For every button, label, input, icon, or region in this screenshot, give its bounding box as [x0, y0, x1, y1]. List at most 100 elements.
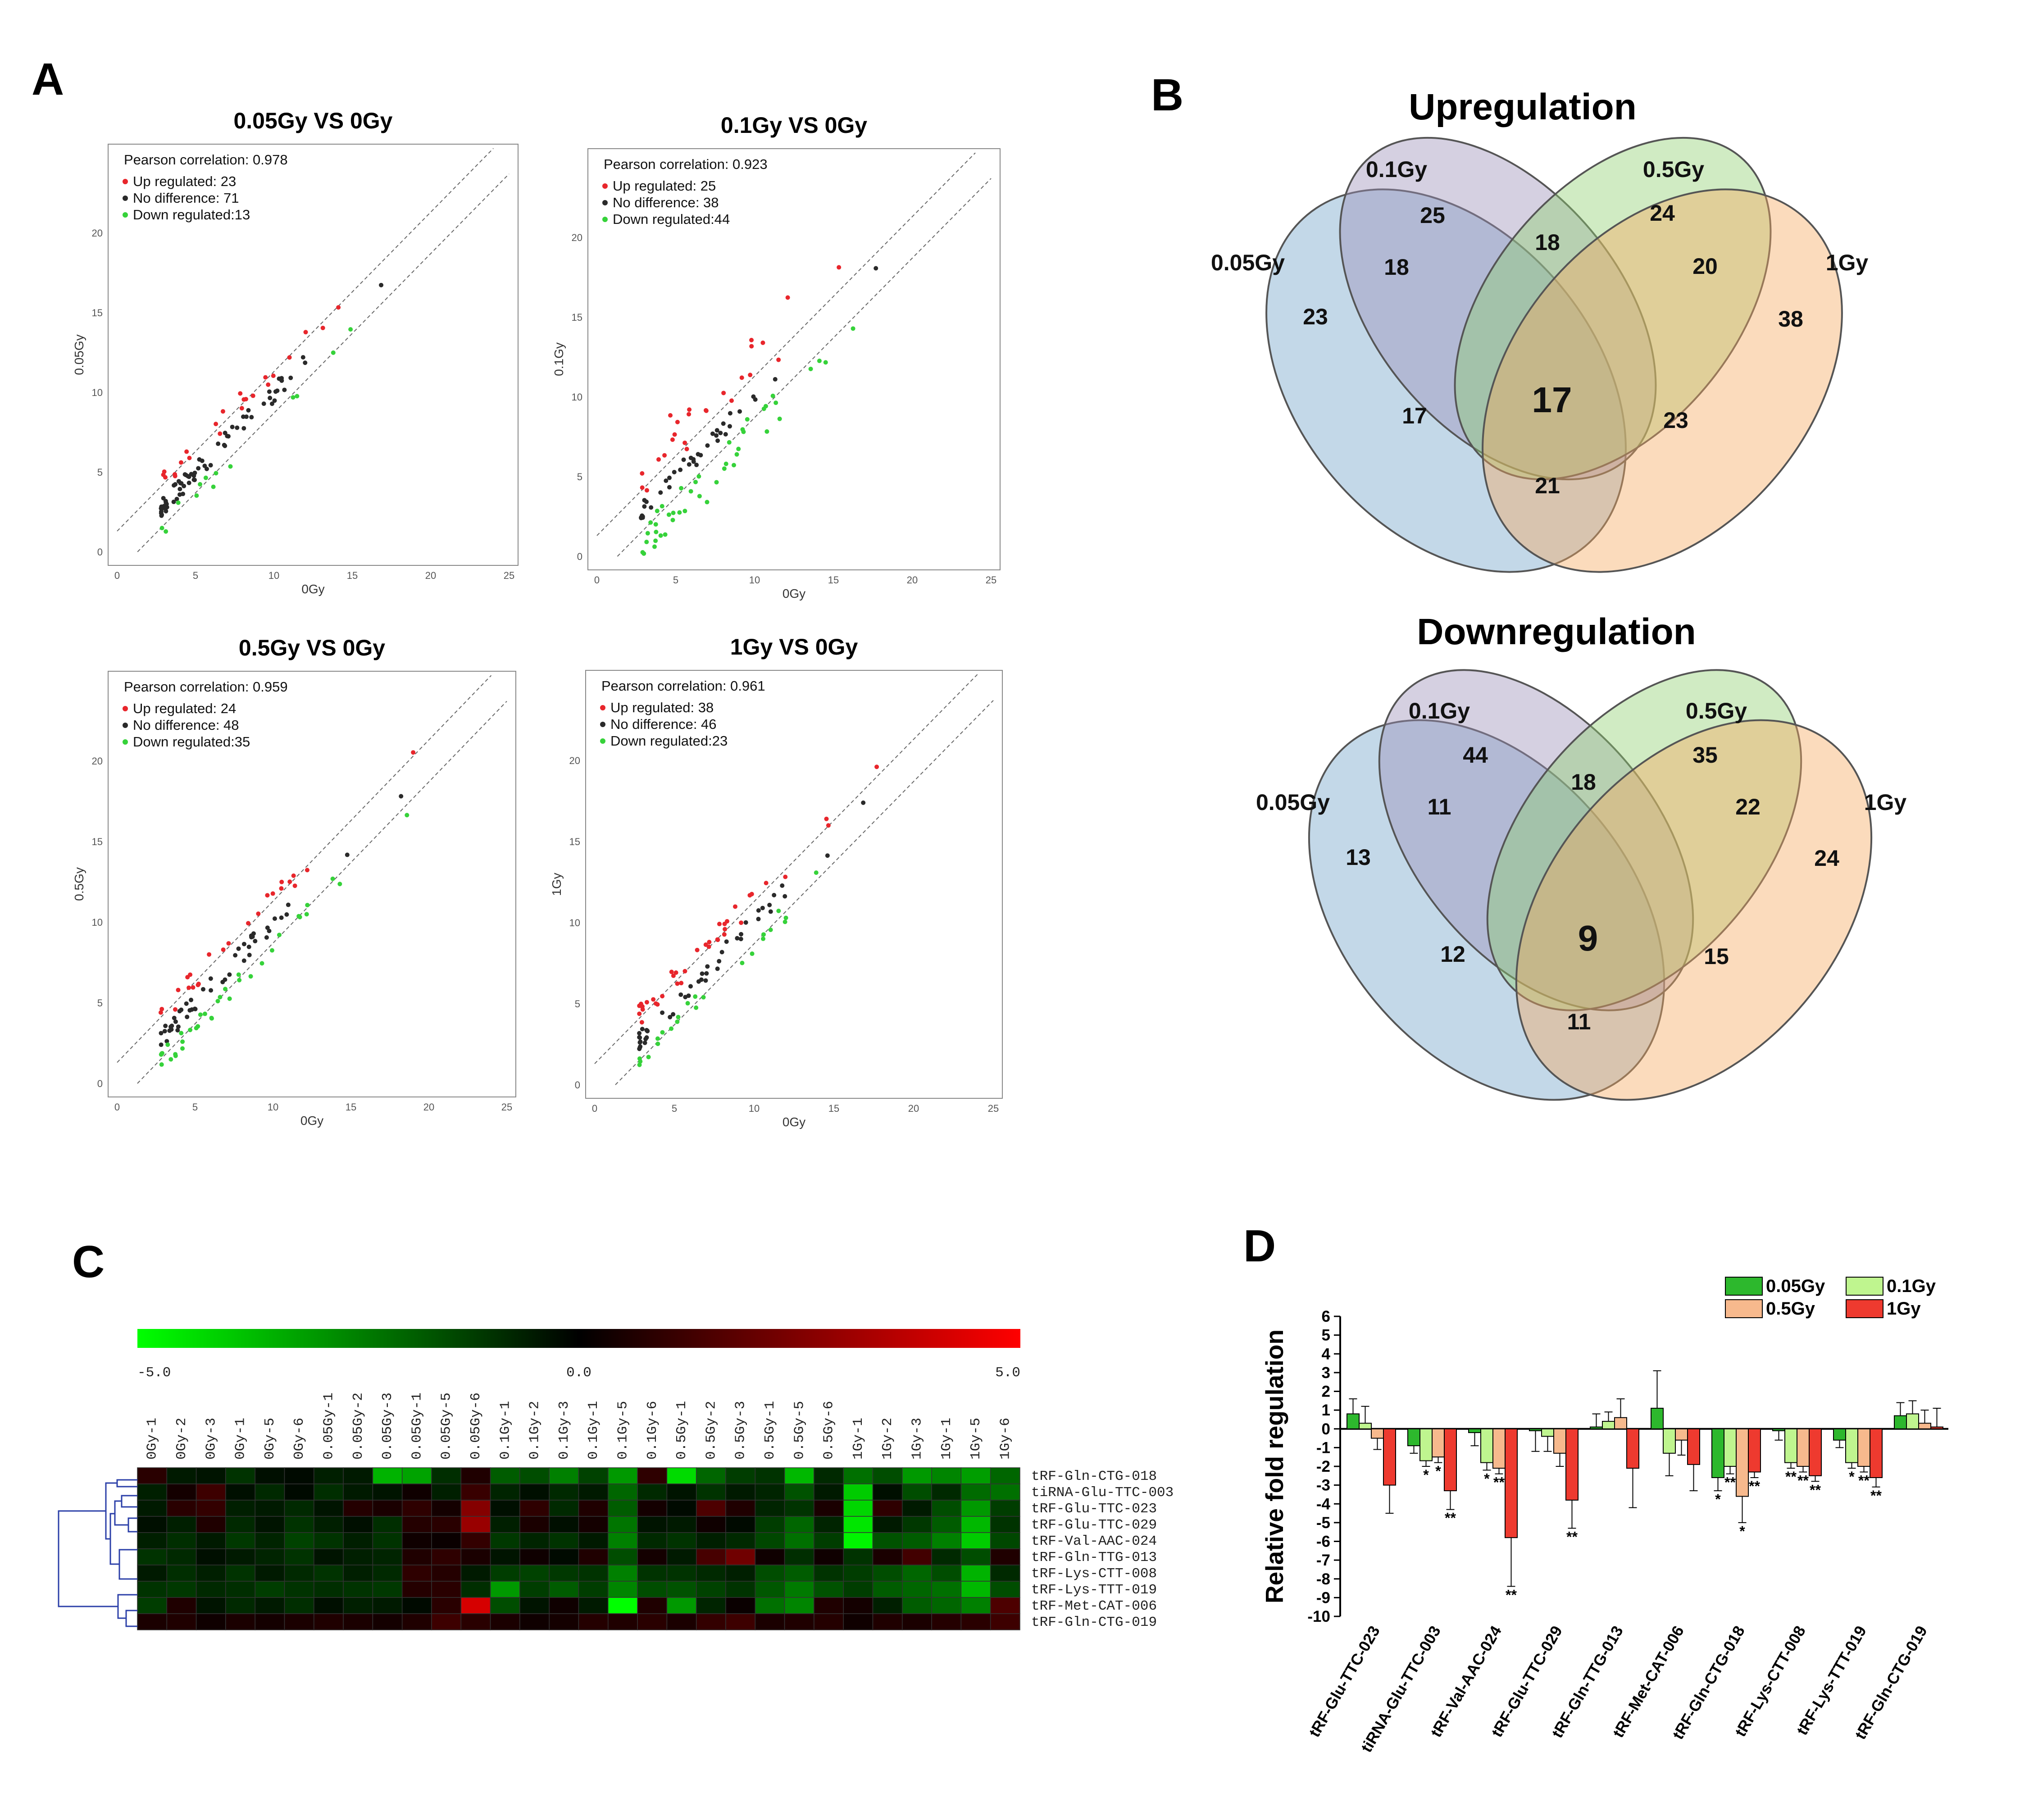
venn-count-all: 17	[1532, 380, 1572, 420]
heatmap-column-labels: 0Gy-1 0Gy-2 0Gy-3 0Gy-1 0Gy-5 0Gy-6 0.05Gy-1 0.…	[145, 1392, 1014, 1460]
heatmap-cell	[401, 1597, 432, 1614]
scatter-point-none	[209, 988, 214, 993]
heatmap-cell	[608, 1548, 638, 1565]
heatmap-column-label: 0.1Gy-1	[497, 1401, 513, 1460]
scatter-point-none	[227, 972, 232, 977]
heatmap-cell	[314, 1613, 344, 1630]
heatmap-cell	[460, 1597, 491, 1614]
scatter-point-none	[645, 1028, 650, 1033]
scatter-point-none	[159, 509, 164, 514]
heatmap-column-label: 0.5Gy-1	[674, 1401, 690, 1460]
scatter-point-up	[656, 457, 661, 462]
scatter-point-none	[246, 408, 251, 413]
y-tick-label: -5	[1316, 1514, 1330, 1532]
significance-mark: **	[1797, 1472, 1809, 1488]
heatmap-cell	[696, 1548, 726, 1565]
scatter-point-up	[707, 940, 712, 945]
heatmap-cell	[666, 1483, 697, 1501]
scatter-point-none	[705, 964, 710, 969]
heatmap-cell	[637, 1597, 668, 1614]
scatter-point-none	[171, 500, 176, 505]
venn-ellipse-1gy	[1515, 719, 1873, 1101]
venn-count-only-05gy: 35	[1692, 742, 1718, 768]
scatter-point-up	[336, 305, 341, 310]
significance-mark: **	[1506, 1587, 1517, 1603]
y-tick-label: 15	[572, 312, 582, 323]
scatter-point-none	[159, 504, 164, 509]
scatter-point-up	[824, 816, 829, 821]
scatter-point-up	[703, 942, 708, 947]
significance-mark: **	[1858, 1472, 1870, 1488]
heatmap-cell	[666, 1548, 697, 1565]
heatmap-cell	[372, 1483, 403, 1501]
heatmap-cell	[137, 1500, 168, 1517]
heatmap-cell	[284, 1597, 314, 1614]
colorbar-mid-label: 0.0	[566, 1365, 591, 1381]
heatmap-cell	[490, 1500, 520, 1517]
x-tick-label: 10	[268, 1101, 278, 1113]
scatter-point-none	[233, 953, 238, 958]
x-tick-label: 15	[346, 1101, 356, 1113]
heatmap-cell	[196, 1500, 226, 1517]
legend-swatch	[1725, 1277, 1763, 1296]
scatter-point-none	[200, 458, 205, 463]
heatmap: -5.0 0.0 5.0 0Gy-1 0Gy-2 0Gy-3 0Gy-1 0Gy-5 0G…	[58, 1329, 1174, 1630]
panel-label-c: C	[72, 1237, 105, 1287]
heatmap-cell	[343, 1500, 373, 1517]
scatter-point-none	[678, 467, 683, 472]
heatmap-cell	[314, 1548, 344, 1565]
scatter-point-none	[269, 401, 274, 406]
heatmap-cell	[284, 1500, 314, 1517]
scatter-point-up	[640, 485, 645, 490]
scatter-point-none	[399, 794, 404, 799]
heatmap-cell	[196, 1532, 226, 1549]
heatmap-cell	[814, 1516, 844, 1533]
heatmap-column-label: 0Gy-5	[262, 1418, 278, 1460]
x-tick-label: 0	[114, 1101, 120, 1113]
heatmap-cell	[814, 1597, 844, 1614]
plot-frame	[587, 148, 1001, 570]
y-tick-label: -6	[1316, 1533, 1330, 1551]
heatmap-column-label: 0.05Gy-6	[468, 1392, 484, 1460]
scatter-point-none	[230, 424, 235, 429]
y-tick-label: -8	[1316, 1570, 1330, 1588]
heatmap-cell	[490, 1581, 520, 1598]
panel-label-d: D	[1243, 1221, 1276, 1271]
heatmap-row-label: tRF-Met-CAT-006	[1031, 1598, 1157, 1614]
scatter-point-none	[345, 852, 350, 857]
heatmap-cell	[549, 1483, 579, 1501]
scatter-point-none	[738, 937, 743, 942]
scatter-point-none	[267, 928, 272, 933]
y-axis-label: 1Gy	[550, 873, 564, 896]
scatter-point-none	[671, 1012, 676, 1017]
heatmap-cell	[490, 1597, 520, 1614]
scatter-plot-1gy: 1Gy VS 0Gy 0 0 5 5 10 10 15 15 20 20 25 0Gy 1Gy Pearso…	[550, 634, 1003, 1129]
scatter-point-none	[772, 892, 777, 897]
heatmap-cell	[755, 1467, 785, 1484]
heatmap-cell	[519, 1532, 550, 1549]
heatmap-cell	[843, 1613, 873, 1630]
scatter-point-none	[189, 997, 194, 1002]
scatter-point-down	[693, 479, 698, 484]
scatter-point-down	[776, 908, 781, 913]
heatmap-cell	[666, 1581, 697, 1598]
scatter-point-up	[721, 391, 726, 396]
scatter-point-down	[723, 461, 728, 466]
scatter-point-down	[727, 440, 732, 445]
scatter-point-up	[749, 892, 754, 896]
heatmap-cell	[872, 1548, 903, 1565]
heatmap-cell	[225, 1532, 255, 1549]
heatmap-cell	[225, 1500, 255, 1517]
heatmap-cell	[696, 1467, 726, 1484]
heatmap-cell	[372, 1613, 403, 1630]
scatter-point-none	[737, 409, 742, 414]
scatter-point-down	[305, 903, 310, 908]
heatmap-cell	[990, 1613, 1020, 1630]
y-tick-label: 20	[92, 228, 103, 239]
scatter-point-down	[697, 494, 702, 499]
heatmap-cell	[255, 1483, 285, 1501]
scatter-point-none	[756, 917, 761, 922]
dendrogram-branch	[118, 1549, 137, 1580]
heatmap-column-label: 0Gy-2	[174, 1418, 190, 1460]
